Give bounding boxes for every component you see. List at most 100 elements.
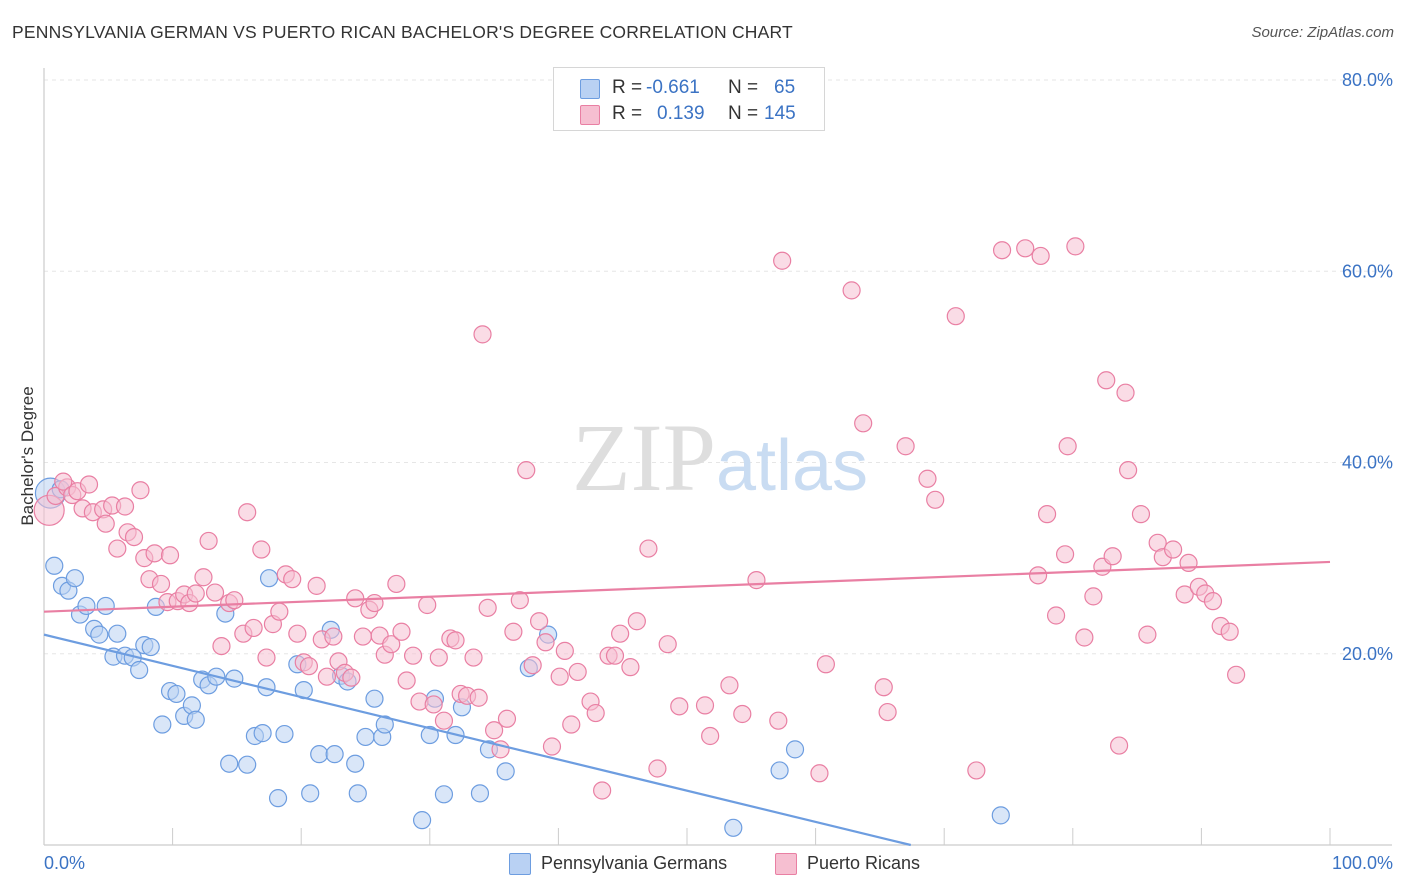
- y-tick-label: 60.0%: [1342, 261, 1393, 281]
- pennsylvania-german-point: [301, 784, 320, 803]
- puerto-rican-point: [639, 539, 658, 558]
- pennsylvania-german-point: [253, 724, 272, 743]
- pennsylvania-german-point: [90, 625, 109, 644]
- puerto-rican-point: [151, 574, 171, 594]
- blue-swatch: [509, 853, 531, 875]
- legend-label: Pennsylvania Germans: [541, 853, 728, 873]
- puerto-rican-point: [79, 475, 99, 494]
- y-tick-label: 20.0%: [1342, 644, 1393, 664]
- puerto-rican-point: [238, 503, 257, 522]
- pennsylvania-german-point: [375, 715, 394, 734]
- puerto-rican-point: [346, 589, 365, 608]
- pennsylvania-german-point: [785, 740, 805, 759]
- y-tick-label: 40.0%: [1342, 453, 1393, 473]
- puerto-rican-point: [478, 598, 497, 617]
- x-tick-label: 100.0%: [1332, 853, 1393, 873]
- puerto-rican-point: [225, 591, 244, 610]
- puerto-rican-trend-line: [43, 560, 1331, 613]
- puerto-rican-point: [392, 622, 411, 641]
- puerto-rican-point: [523, 656, 542, 675]
- puerto-rican-point: [769, 711, 788, 730]
- r-label: R =: [612, 77, 643, 98]
- puerto-rican-point: [1031, 246, 1050, 266]
- r-value: 0.139: [657, 103, 705, 124]
- puerto-rican-point: [424, 695, 443, 714]
- pennsylvania-german-point: [770, 761, 789, 780]
- pennsylvania-german-trend-line: [43, 633, 912, 847]
- puerto-rican-point: [283, 570, 302, 589]
- pennsylvania-german-point: [130, 660, 149, 680]
- puerto-rican-point: [497, 709, 517, 728]
- puerto-rican-point: [874, 678, 893, 697]
- pennsylvania-german-point: [141, 637, 160, 657]
- puerto-rican-point: [124, 527, 144, 547]
- n-value: 65: [774, 77, 796, 98]
- pennsylvania-german-point: [65, 569, 84, 588]
- puerto-rican-point: [542, 737, 562, 756]
- puerto-rican-point: [627, 612, 646, 631]
- watermark: ZIPatlas: [572, 404, 868, 511]
- puerto-rican-point: [382, 635, 401, 654]
- r-value: -0.661: [646, 77, 700, 98]
- pennsylvania-german-point: [268, 789, 288, 808]
- puerto-rican-point: [108, 539, 127, 558]
- stats-row-puerto-ricans: R = 0.139 N = 145: [554, 102, 824, 128]
- n-label: N =: [728, 77, 759, 98]
- puerto-rican-point: [257, 648, 276, 667]
- pennsylvania-german-point: [724, 818, 743, 837]
- puerto-rican-point: [504, 622, 523, 641]
- puerto-rican-point: [1016, 239, 1035, 258]
- pennsylvania-german-point: [346, 754, 365, 773]
- pennsylvania-german-point: [259, 569, 279, 588]
- puerto-rican-point: [397, 671, 416, 690]
- puerto-rican-point: [562, 715, 581, 734]
- puerto-rican-point: [473, 325, 492, 344]
- puerto-rican-point: [1046, 606, 1066, 625]
- puerto-rican-point: [918, 469, 937, 488]
- puerto-rican-point: [1075, 628, 1094, 647]
- puerto-rican-point: [1109, 736, 1129, 755]
- n-label: N =: [728, 103, 759, 124]
- pennsylvania-german-point: [348, 784, 367, 803]
- puerto-rican-point: [270, 602, 289, 621]
- puerto-rican-point: [1103, 547, 1122, 566]
- pennsylvania-german-point: [153, 715, 172, 734]
- puerto-rican-point: [485, 721, 504, 740]
- puerto-rican-point: [896, 437, 915, 456]
- puerto-rican-point: [593, 781, 612, 800]
- puerto-rican-point: [96, 514, 115, 533]
- puerto-rican-point: [317, 667, 337, 686]
- puerto-rican-point: [307, 576, 326, 595]
- pink-swatch: [775, 853, 797, 875]
- puerto-rican-point: [1058, 437, 1077, 456]
- puerto-rican-point: [536, 633, 555, 652]
- y-tick-label: 80.0%: [1342, 70, 1393, 90]
- puerto-rican-point: [212, 636, 231, 656]
- legend-label: Puerto Ricans: [807, 853, 921, 873]
- puerto-rican-point: [733, 704, 752, 724]
- blue-swatch: [580, 79, 600, 99]
- pennsylvania-german-point: [365, 689, 384, 708]
- n-value: 145: [764, 103, 796, 124]
- pennsylvania-german-point: [220, 754, 239, 773]
- puerto-rican-point: [701, 726, 720, 746]
- puerto-rican-point: [621, 658, 640, 677]
- puerto-rican-point: [517, 461, 536, 480]
- puerto-rican-point: [1028, 566, 1048, 585]
- chart-title: PENNSYLVANIA GERMAN VS PUERTO RICAN BACH…: [12, 22, 793, 42]
- puerto-rican-point: [854, 414, 873, 433]
- puerto-rican-point: [773, 251, 792, 270]
- puerto-rican-point: [244, 618, 263, 638]
- puerto-rican-point: [586, 703, 605, 723]
- puerto-rican-point: [1084, 587, 1103, 606]
- puerto-rican-point: [1037, 505, 1057, 524]
- puerto-rican-point: [658, 635, 677, 654]
- puerto-rican-point: [1179, 553, 1198, 573]
- puerto-rican-point: [365, 593, 384, 613]
- puerto-rican-point: [1066, 237, 1085, 256]
- puerto-rican-point: [434, 711, 454, 730]
- pennsylvania-german-point: [470, 784, 490, 803]
- puerto-rican-point: [1118, 461, 1138, 480]
- pennsylvania-german-point: [325, 745, 344, 764]
